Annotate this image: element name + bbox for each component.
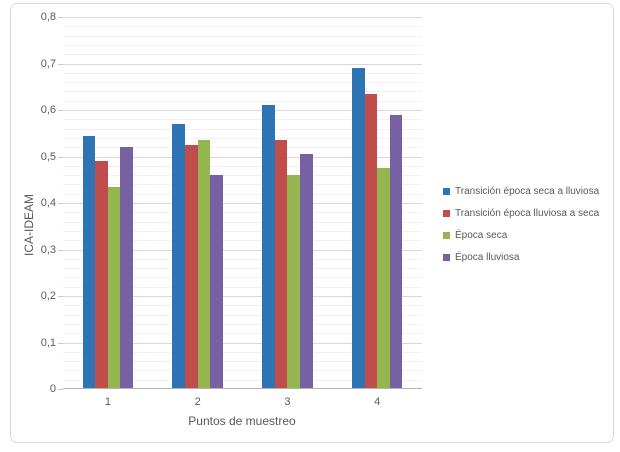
minor-gridline bbox=[63, 91, 422, 93]
bar bbox=[107, 186, 121, 388]
x-axis-line bbox=[63, 388, 422, 389]
major-gridline bbox=[63, 17, 422, 18]
major-gridline bbox=[63, 110, 422, 111]
minor-gridline bbox=[63, 119, 422, 121]
minor-gridline bbox=[63, 305, 422, 307]
legend-marker bbox=[443, 232, 450, 239]
minor-gridline bbox=[63, 323, 422, 325]
minor-gridline bbox=[63, 165, 422, 167]
minor-gridline bbox=[63, 184, 422, 186]
bar bbox=[377, 168, 390, 388]
minor-gridline bbox=[63, 128, 422, 130]
minor-gridline bbox=[63, 361, 422, 363]
x-tick-label: 1 bbox=[104, 396, 111, 408]
minor-gridline bbox=[63, 351, 422, 353]
minor-gridline bbox=[63, 314, 422, 316]
y-tick-mark bbox=[58, 110, 63, 111]
minor-gridline bbox=[63, 147, 422, 149]
bar bbox=[82, 135, 96, 388]
legend-item: Época seca bbox=[443, 229, 599, 242]
y-tick-label: 0,6 bbox=[40, 104, 56, 116]
minor-gridline bbox=[63, 54, 422, 56]
y-tick-mark bbox=[58, 17, 63, 18]
legend-item: Transición época seca a lluviosa bbox=[443, 185, 599, 198]
minor-gridline bbox=[63, 370, 422, 372]
y-tick-mark bbox=[58, 203, 63, 204]
y-tick-label: 0,1 bbox=[40, 336, 56, 349]
y-tick-label: 0,5 bbox=[40, 150, 56, 163]
bar bbox=[172, 123, 186, 388]
legend-marker bbox=[443, 188, 450, 195]
minor-gridline bbox=[63, 240, 422, 242]
legend-marker bbox=[443, 210, 450, 217]
x-tick-label: 2 bbox=[194, 396, 201, 408]
x-axis-title: Puntos de muestreo bbox=[188, 414, 296, 428]
major-gridline bbox=[63, 156, 422, 158]
legend-label: Época lluviosa bbox=[455, 252, 520, 263]
minor-gridline bbox=[63, 137, 422, 139]
minor-gridline bbox=[63, 333, 422, 335]
bar bbox=[287, 175, 300, 388]
minor-gridline bbox=[63, 277, 422, 279]
bar bbox=[120, 147, 134, 388]
bar bbox=[351, 68, 365, 388]
bar bbox=[389, 114, 403, 388]
minor-gridline bbox=[63, 35, 422, 37]
minor-gridline bbox=[63, 212, 422, 214]
bar bbox=[210, 175, 223, 388]
minor-gridline bbox=[63, 221, 422, 223]
legend-item: Época lluviosa bbox=[443, 251, 599, 264]
legend-label: Época seca bbox=[455, 230, 508, 241]
y-tick-label: 0,4 bbox=[40, 197, 56, 209]
legend: Transición época seca a lluviosa Transici… bbox=[443, 185, 599, 264]
minor-gridline bbox=[63, 100, 422, 102]
y-tick-label: 0,2 bbox=[40, 290, 56, 302]
major-gridline bbox=[63, 63, 422, 65]
y-tick-mark bbox=[58, 249, 63, 251]
minor-gridline bbox=[63, 268, 422, 270]
bar bbox=[95, 161, 108, 388]
bar bbox=[299, 154, 313, 388]
minor-gridline bbox=[63, 379, 422, 381]
minor-gridline bbox=[63, 44, 422, 46]
minor-gridline bbox=[63, 72, 422, 74]
y-tick-mark bbox=[58, 156, 63, 158]
minor-gridline bbox=[63, 175, 422, 177]
minor-gridline bbox=[63, 82, 422, 84]
y-tick-mark bbox=[58, 342, 63, 344]
major-gridline bbox=[63, 249, 422, 251]
minor-gridline bbox=[63, 258, 422, 260]
minor-gridline bbox=[63, 230, 422, 232]
legend-item: Transición época lluviosa a seca bbox=[443, 207, 599, 220]
minor-gridline bbox=[63, 26, 422, 28]
legend-label: Transición época seca a lluviosa bbox=[455, 186, 600, 197]
minor-gridline bbox=[63, 193, 422, 195]
bar bbox=[262, 105, 275, 388]
y-tick-label: 0,3 bbox=[40, 243, 56, 256]
bar bbox=[274, 140, 288, 388]
y-tick-mark bbox=[58, 389, 63, 390]
y-tick-label: 0,8 bbox=[40, 11, 56, 23]
minor-gridline bbox=[63, 286, 422, 288]
y-tick-mark bbox=[58, 296, 63, 297]
major-gridline bbox=[63, 203, 422, 204]
plot-area bbox=[63, 17, 422, 389]
y-tick-label: 0 bbox=[49, 383, 56, 395]
bar bbox=[197, 140, 211, 388]
bar bbox=[185, 144, 198, 388]
legend-marker bbox=[443, 254, 450, 261]
x-tick-label: 3 bbox=[284, 396, 291, 408]
major-gridline bbox=[63, 296, 422, 297]
legend-label: Transición época lluviosa a seca bbox=[455, 208, 600, 219]
x-tick-label: 4 bbox=[374, 396, 381, 408]
bar bbox=[364, 93, 378, 388]
major-gridline bbox=[63, 342, 422, 344]
y-tick-label: 0,7 bbox=[40, 57, 56, 70]
y-tick-mark bbox=[58, 63, 63, 65]
